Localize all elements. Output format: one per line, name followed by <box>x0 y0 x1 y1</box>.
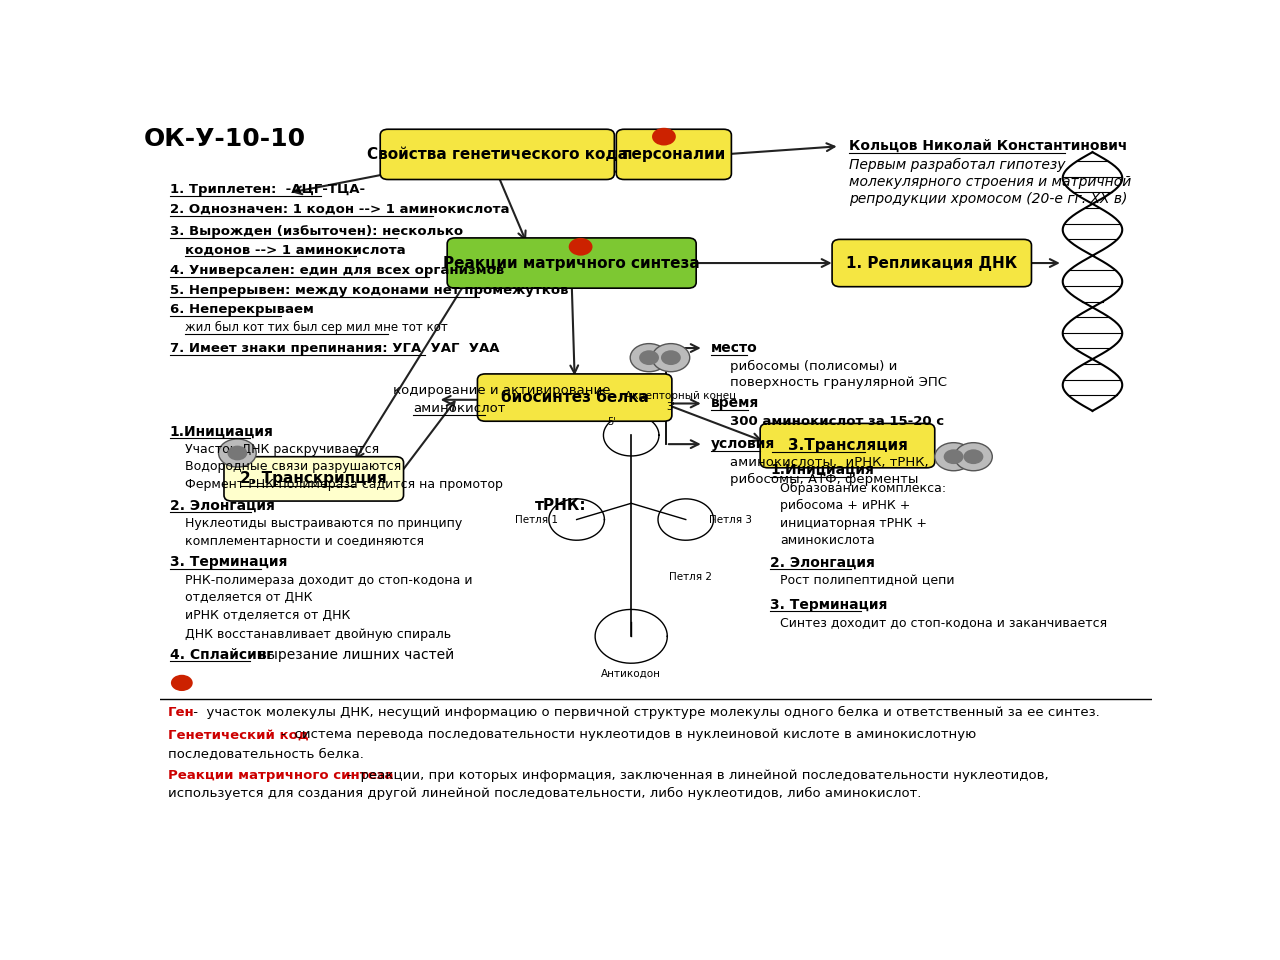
Text: 6. Неперекрываем: 6. Неперекрываем <box>170 303 314 316</box>
Text: 2. Элонгация: 2. Элонгация <box>170 498 275 513</box>
FancyBboxPatch shape <box>380 130 614 180</box>
Text: 2. Транскрипция: 2. Транскрипция <box>241 471 387 487</box>
Text: Рост полипептидной цепи: Рост полипептидной цепи <box>780 574 955 588</box>
Text: поверхность гранулярной ЭПС: поверхность гранулярной ЭПС <box>731 376 947 390</box>
Text: 4. Сплайсинг: 4. Сплайсинг <box>170 648 274 661</box>
FancyBboxPatch shape <box>224 457 403 501</box>
Circle shape <box>172 675 193 691</box>
Text: 5. Непрерывен: между кодонами нет промежутков: 5. Непрерывен: между кодонами нет промеж… <box>170 284 568 297</box>
Text: Водородные связи разрушаются: Водородные связи разрушаются <box>184 460 401 473</box>
Circle shape <box>568 238 593 255</box>
Circle shape <box>630 344 668 372</box>
Text: аминокислота: аминокислота <box>780 534 874 547</box>
Circle shape <box>228 445 247 461</box>
Text: Антикодон: Антикодон <box>602 668 662 679</box>
Circle shape <box>652 344 690 372</box>
Text: 4. Универсален: един для всех организмов: 4. Универсален: един для всех организмов <box>170 264 504 276</box>
Text: 2. Однозначен: 1 кодон --> 1 аминокислота: 2. Однозначен: 1 кодон --> 1 аминокислот… <box>170 203 509 216</box>
Text: рибосомы (полисомы) и: рибосомы (полисомы) и <box>731 360 897 373</box>
Circle shape <box>943 449 964 464</box>
Text: аминокислот: аминокислот <box>413 402 506 415</box>
Text: инициаторная тРНК +: инициаторная тРНК + <box>780 516 927 530</box>
Text: Синтез доходит до стоп-кодона и заканчивается: Синтез доходит до стоп-кодона и заканчив… <box>780 616 1107 630</box>
Text: Образование комплекса:: Образование комплекса: <box>780 482 946 495</box>
Text: -  реакции, при которых информация, заключенная в линейной последовательности ну: - реакции, при которых информация, заклю… <box>343 769 1048 781</box>
Circle shape <box>934 443 973 470</box>
Text: Свойства генетического кода: Свойства генетического кода <box>366 147 628 162</box>
Circle shape <box>219 439 256 468</box>
Text: Нуклеотиды выстраиваются по принципу: Нуклеотиды выстраиваются по принципу <box>184 517 462 531</box>
Text: кодирование и активирование: кодирование и активирование <box>393 384 611 396</box>
Text: рибосома + иРНК +: рибосома + иРНК + <box>780 499 910 512</box>
Text: ОК-У-10-10: ОК-У-10-10 <box>143 127 306 151</box>
Circle shape <box>660 350 681 365</box>
FancyBboxPatch shape <box>832 239 1032 287</box>
Text: кодонов --> 1 аминокислота: кодонов --> 1 аминокислота <box>184 243 406 256</box>
Text: условия: условия <box>710 437 774 451</box>
Text: рибосомы, АТФ, ферменты: рибосомы, АТФ, ферменты <box>731 473 919 486</box>
FancyBboxPatch shape <box>760 423 934 468</box>
FancyBboxPatch shape <box>617 130 731 180</box>
FancyBboxPatch shape <box>447 238 696 288</box>
Text: тРНК:: тРНК: <box>535 498 586 513</box>
Text: молекулярного строения и матричной: молекулярного строения и матричной <box>850 175 1132 189</box>
Text: 1.Инициация: 1.Инициация <box>170 424 274 439</box>
Circle shape <box>955 443 992 470</box>
Circle shape <box>639 350 659 365</box>
Text: 5': 5' <box>607 417 616 427</box>
Text: 1. Репликация ДНК: 1. Репликация ДНК <box>846 255 1018 271</box>
Text: Акцепторный конец: Акцепторный конец <box>625 391 736 401</box>
Text: 300 аминокислот за 15-20 с: 300 аминокислот за 15-20 с <box>731 416 945 428</box>
Text: 1.Инициация: 1.Инициация <box>771 463 874 477</box>
Text: Ген: Ген <box>168 706 195 719</box>
Text: место: место <box>710 341 758 355</box>
Text: аминокислоты,  иРНК, тРНК,: аминокислоты, иРНК, тРНК, <box>731 456 929 469</box>
Text: Петля 3: Петля 3 <box>709 515 751 524</box>
FancyBboxPatch shape <box>477 374 672 421</box>
Text: Реакции матричного синтеза: Реакции матричного синтеза <box>443 255 700 271</box>
Text: вырезание лишних частей: вырезание лишних частей <box>250 648 454 661</box>
Text: Первым разработал гипотезу: Первым разработал гипотезу <box>850 157 1066 172</box>
Text: 3. Вырожден (избыточен): несколько: 3. Вырожден (избыточен): несколько <box>170 225 463 238</box>
Text: Реакции матричного синтеза: Реакции матричного синтеза <box>168 769 393 781</box>
Text: время: время <box>710 396 759 411</box>
Text: РНК-полимераза доходит до стоп-кодона и: РНК-полимераза доходит до стоп-кодона и <box>184 574 472 588</box>
Text: Петля 1: Петля 1 <box>516 515 558 524</box>
Text: Кольцов Николай Константинович: Кольцов Николай Константинович <box>850 139 1128 154</box>
Text: комплементарности и соединяются: комплементарности и соединяются <box>184 536 424 548</box>
Text: 1. Триплетен:  -АЦГ-ТЦА-: 1. Триплетен: -АЦГ-ТЦА- <box>170 182 365 196</box>
Text: Фермент РНК-полимераза садится на промотор: Фермент РНК-полимераза садится на промот… <box>184 478 503 492</box>
Text: -  система перевода последовательности нуклеотидов в нуклеиновой кислоте в амино: - система перевода последовательности ну… <box>276 728 977 741</box>
Text: используется для создания другой линейной последовательности, либо нуклеотидов, : используется для создания другой линейно… <box>168 787 922 801</box>
Text: последовательность белка.: последовательность белка. <box>168 747 364 759</box>
Text: 3': 3' <box>667 402 675 412</box>
Text: 2. Элонгация: 2. Элонгация <box>771 556 876 569</box>
Text: отделяется от ДНК: отделяется от ДНК <box>184 591 312 605</box>
Text: 3. Терминация: 3. Терминация <box>170 556 287 569</box>
Circle shape <box>652 128 676 146</box>
Text: Участок ДНК раскручивается: Участок ДНК раскручивается <box>184 443 379 456</box>
Text: Генетический код: Генетический код <box>168 728 308 741</box>
Circle shape <box>964 449 983 464</box>
Text: персоналии: персоналии <box>622 147 726 162</box>
Text: 3.Трансляция: 3.Трансляция <box>787 438 908 453</box>
Text: биосинтез белка: биосинтез белка <box>500 390 649 405</box>
Text: 7. Имеет знаки препинания: УГА  УАГ  УАА: 7. Имеет знаки препинания: УГА УАГ УАА <box>170 342 499 354</box>
Text: Петля 2: Петля 2 <box>669 572 712 582</box>
Text: 3. Терминация: 3. Терминация <box>771 597 887 612</box>
Text: репродукции хромосом (20-е гг. XX в): репродукции хромосом (20-е гг. XX в) <box>850 192 1128 205</box>
Text: -  участок молекулы ДНК, несущий информацию о первичной структуре молекулы одног: - участок молекулы ДНК, несущий информац… <box>188 706 1100 719</box>
Text: жил был кот тих был сер мил мне тот кот: жил был кот тих был сер мил мне тот кот <box>184 321 448 334</box>
Text: ДНК восстанавливает двойную спираль: ДНК восстанавливает двойную спираль <box>184 628 451 640</box>
Text: иРНК отделяется от ДНК: иРНК отделяется от ДНК <box>184 610 351 622</box>
